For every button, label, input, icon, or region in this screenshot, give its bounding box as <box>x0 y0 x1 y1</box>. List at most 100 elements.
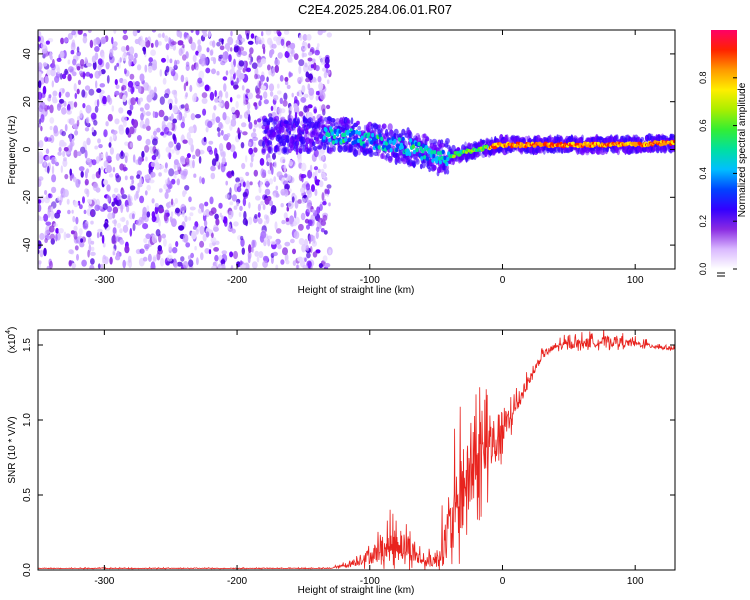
noise-blob <box>58 146 62 153</box>
noise-blob <box>298 111 304 117</box>
noise-blob <box>150 261 156 269</box>
noise-blob <box>112 41 118 47</box>
x-tick-label: -300 <box>94 275 114 286</box>
noise-blob <box>255 87 261 96</box>
signal-core <box>408 151 412 157</box>
y-tick-label: 1.0 <box>22 413 33 427</box>
noise-blob <box>82 35 88 44</box>
noise-blob <box>239 114 243 119</box>
noise-blob <box>70 42 76 52</box>
noise-blob <box>264 197 270 205</box>
noise-blob <box>111 105 115 112</box>
noise-blob <box>95 156 100 164</box>
noise-blob <box>170 198 174 206</box>
noise-blob <box>152 110 156 118</box>
noise-blob <box>71 209 74 214</box>
noise-blob <box>111 201 115 207</box>
noise-blob <box>188 126 195 134</box>
signal-core <box>423 155 427 160</box>
noise-blob <box>49 225 55 233</box>
noise-blob <box>85 168 90 174</box>
noise-blob <box>48 193 53 199</box>
signal-core <box>422 143 426 148</box>
noise-blob <box>177 40 184 46</box>
noise-blob <box>236 201 239 207</box>
noise-blob <box>218 143 224 152</box>
noise-blob <box>218 102 223 107</box>
noise-blob <box>72 58 77 66</box>
colorbar-tick-label: 0.2 <box>698 215 708 228</box>
noise-blob <box>240 142 245 149</box>
signal-core <box>360 135 364 140</box>
signal-halo <box>332 145 336 153</box>
noise-blob <box>326 184 332 189</box>
noise-blob <box>245 88 251 94</box>
noise-blob <box>283 92 288 101</box>
signal-core <box>660 142 665 147</box>
noise-blob <box>142 223 149 230</box>
noise-blob <box>320 30 327 33</box>
noise-blob <box>158 219 162 227</box>
noise-blob <box>99 83 106 88</box>
noise-blob <box>297 76 302 84</box>
noise-blob <box>288 176 295 184</box>
noise-blob <box>322 67 327 72</box>
signal-halo <box>315 137 320 145</box>
noise-blob <box>76 253 79 261</box>
noise-blob <box>232 151 237 159</box>
signal-halo <box>558 136 564 143</box>
noise-blob <box>312 58 316 63</box>
noise-blob <box>121 189 125 196</box>
signal-halo <box>366 126 372 132</box>
signal-halo <box>669 133 675 138</box>
signal-core <box>559 141 563 145</box>
signal-core <box>417 141 421 147</box>
noise-blob <box>203 136 207 143</box>
noise-blob <box>272 251 278 257</box>
noise-blob <box>289 42 296 50</box>
signal-halo <box>615 134 619 142</box>
noise-blob <box>63 37 69 43</box>
noise-blob <box>214 254 219 262</box>
noise-blob <box>166 54 169 64</box>
noise-blob <box>106 164 112 173</box>
noise-blob <box>322 214 328 221</box>
signal-core <box>433 150 437 155</box>
noise-blob <box>38 216 44 221</box>
noise-blob <box>105 121 109 127</box>
noise-blob <box>38 80 42 89</box>
snr-frame <box>37 329 676 571</box>
noise-blob <box>101 259 107 264</box>
noise-blob <box>108 173 114 178</box>
signal-halo <box>298 130 303 135</box>
noise-blob <box>225 180 228 186</box>
noise-blob <box>171 149 175 154</box>
signal-core <box>672 139 675 144</box>
noise-blob <box>258 122 263 129</box>
noise-blob <box>250 56 254 63</box>
noise-blob <box>104 221 108 230</box>
noise-blob <box>263 99 269 105</box>
snr-multiplier-exponent: 4 <box>5 330 12 334</box>
noise-blob <box>289 106 293 111</box>
noise-blob <box>180 74 185 83</box>
signal-core <box>452 154 456 158</box>
noise-blob <box>212 40 216 48</box>
noise-blob <box>307 104 313 109</box>
noise-blob <box>205 126 209 133</box>
noise-blob <box>204 84 210 92</box>
signal-halo <box>433 141 439 147</box>
noise-blob <box>74 92 78 99</box>
noise-blob <box>174 97 178 105</box>
noise-blob <box>169 216 173 223</box>
noise-blob <box>241 247 245 255</box>
noise-blob <box>103 179 109 186</box>
noise-blob <box>59 50 65 59</box>
noise-blob <box>63 157 67 162</box>
signal-core <box>445 161 449 167</box>
noise-blob <box>73 230 78 240</box>
signal-halo <box>350 117 354 125</box>
noise-blob <box>178 48 183 56</box>
signal-core <box>409 138 413 143</box>
noise-blob <box>165 65 170 73</box>
